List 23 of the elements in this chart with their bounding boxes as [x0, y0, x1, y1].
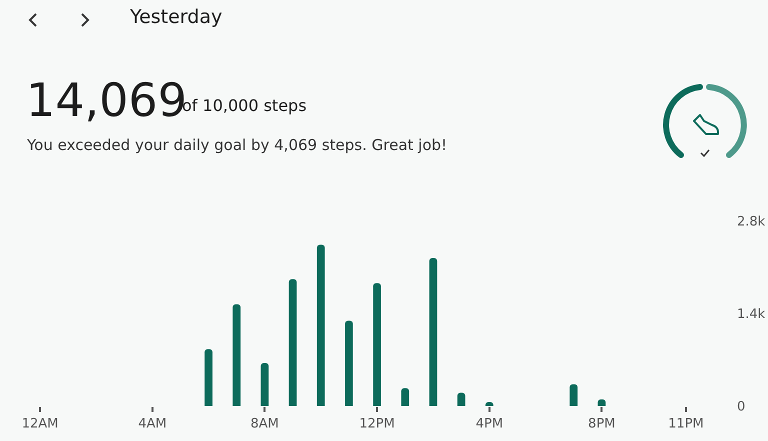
y-tick-label: 2.8k: [737, 214, 766, 230]
x-tick-label: 4AM: [138, 416, 167, 432]
bar: [316, 244, 325, 406]
bar: [232, 304, 241, 406]
y-tick-label: 1.4k: [737, 307, 766, 322]
chart-title: Yesterday: [130, 6, 222, 28]
x-tick-label: 4PM: [476, 416, 504, 432]
x-tick-label: 12PM: [359, 416, 395, 432]
bar: [401, 388, 410, 406]
bar: [288, 279, 297, 406]
text: You exceeded your daily goal by 4,069 steps. Great job!: [27, 136, 448, 154]
bar: [204, 349, 212, 406]
x-tick-label: 8AM: [250, 416, 279, 432]
x-tick-label: 8PM: [588, 416, 616, 432]
bar: [429, 258, 438, 406]
bar: [373, 283, 381, 406]
bar: [570, 384, 578, 406]
y-tick-label: 0: [737, 400, 746, 415]
bar: [457, 392, 466, 406]
bar: [345, 320, 353, 406]
x-tick-label: 11PM: [668, 416, 704, 432]
x-tick-label: 12AM: [22, 416, 58, 432]
bar: [260, 363, 269, 406]
